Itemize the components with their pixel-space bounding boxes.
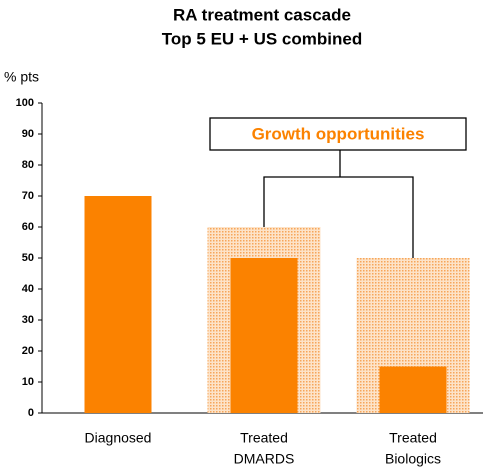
y-tick-label: 0 <box>28 407 34 419</box>
annotation: Growth opportunities <box>252 124 425 143</box>
y-tick-label: 90 <box>22 128 34 140</box>
bar <box>84 196 152 413</box>
x-tick-label: Diagnosed <box>85 430 152 446</box>
bar <box>230 258 298 413</box>
y-axis-label: % pts <box>4 69 39 85</box>
y-tick-label: 70 <box>22 190 34 202</box>
y-tick-label: 60 <box>22 221 34 233</box>
chart-title: RA treatment cascade <box>173 5 351 24</box>
y-tick-label: 80 <box>22 159 34 171</box>
y-tick-label: 10 <box>22 376 34 388</box>
y-tick-label: 100 <box>16 97 34 109</box>
y-tick-label: 20 <box>22 345 34 357</box>
x-tick-label: Treated <box>240 430 288 446</box>
annotation-box <box>209 117 467 151</box>
chart-subtitle: Top 5 EU + US combined <box>162 29 362 48</box>
x-tick-label: DMARDS <box>234 451 295 467</box>
y-tick-label: 40 <box>22 283 34 295</box>
y-tick-label: 30 <box>22 314 34 326</box>
bracket <box>263 150 414 258</box>
bar <box>379 366 447 413</box>
x-tick-label: Treated <box>389 430 437 446</box>
y-tick-label: 50 <box>22 252 34 264</box>
x-tick-label: Biologics <box>385 451 441 467</box>
